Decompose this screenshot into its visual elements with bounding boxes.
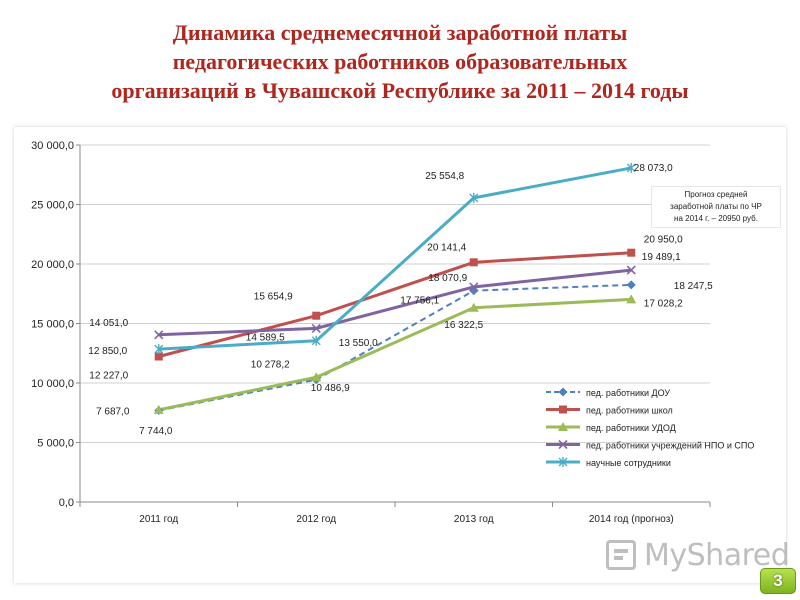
data-point: [559, 405, 567, 414]
forecast-annotation: Прогноз средней заработной платы по ЧР н…: [651, 186, 781, 228]
data-point: [311, 372, 322, 382]
series-line: [158, 283, 632, 412]
data-label: 14 589,5: [246, 332, 285, 343]
page-number: 3: [773, 571, 783, 590]
y-tick-label: 25 000,0: [31, 200, 74, 212]
data-label: 20 141,4: [427, 242, 466, 253]
legend-label: пед. работники УДОД: [586, 423, 676, 433]
data-point: [558, 422, 568, 431]
x-tick-label: 2013 год: [454, 514, 494, 525]
salary-line-chart: 0,0 5 000,0 10 000,0 15 000,0 20 000,0 25 000…: [31, 140, 754, 525]
data-point: [469, 192, 479, 203]
data-label: 18 247,5: [674, 281, 713, 292]
series-line: [158, 268, 632, 337]
data-label: 12 227,0: [89, 370, 128, 381]
series-line: [158, 297, 632, 412]
y-tick-label: 15 000,0: [31, 319, 74, 331]
data-label: 7 744,0: [139, 426, 173, 437]
data-label: 19 489,1: [642, 252, 681, 263]
data-point: [626, 265, 636, 275]
data-point: [153, 404, 164, 414]
y-tick-label: 20 000,0: [31, 259, 74, 271]
y-tick-label: 10 000,0: [31, 378, 74, 390]
data-point: [311, 323, 321, 333]
presentation-icon: [606, 540, 636, 570]
slide-title-line-2: педагогических работников образовательны…: [172, 49, 628, 74]
data-label: 17 756,1: [400, 296, 439, 307]
data-label: 12 850,0: [88, 346, 127, 357]
series-line: [158, 166, 632, 351]
data-label: 20 950,0: [644, 235, 683, 246]
data-point: [626, 162, 636, 173]
data-point: [311, 335, 321, 346]
x-tick-label: 2011 год: [139, 514, 178, 525]
data-point: [154, 330, 164, 340]
x-tick-label: 2012 год: [296, 514, 336, 525]
data-label: 13 550,0: [339, 338, 378, 349]
data-point: [558, 439, 568, 450]
data-label: 14 051,0: [89, 318, 128, 329]
slide-title: Динамика среднемесячной заработной платы…: [20, 18, 780, 105]
data-point: [558, 457, 568, 467]
data-label: 17 028,2: [644, 298, 683, 309]
annotation-line-1: Прогноз средней: [684, 190, 748, 199]
y-tick-label: 30 000,0: [31, 140, 74, 152]
data-point: [558, 387, 568, 397]
data-point: [312, 311, 321, 320]
data-label: 10 486,9: [311, 383, 350, 394]
legend-label: научные сотрудники: [586, 458, 671, 468]
y-tick-label: 0,0: [59, 497, 74, 509]
x-tick-label: 2014 год (прогноз): [589, 514, 674, 525]
watermark-text: MyShared: [644, 537, 790, 573]
data-point: [626, 280, 636, 290]
data-label: 7 687,0: [96, 407, 130, 418]
data-point: [626, 294, 637, 304]
slide-title-line-1: Динамика среднемесячной заработной платы: [172, 20, 628, 45]
annotation-line-3: на 2014 г. – 20950 руб.: [674, 214, 758, 223]
data-point: [154, 344, 164, 355]
data-label: 15 654,9: [254, 292, 293, 303]
data-point: [469, 258, 478, 267]
y-tick-label: 5 000,0: [37, 438, 74, 450]
legend-label: пед. работники учреждений НПО и СПО: [586, 441, 754, 451]
data-label: 16 322,5: [444, 320, 483, 331]
data-point: [469, 286, 479, 296]
data-label: 10 278,2: [251, 360, 290, 371]
watermark: MyShared: [606, 537, 790, 573]
data-label: 18 070,9: [428, 273, 467, 284]
data-label: 28 073,0: [634, 163, 673, 174]
slide-title-line-3: организаций в Чувашской Республике за 20…: [111, 78, 689, 103]
data-point: [469, 282, 479, 292]
data-point: [468, 302, 479, 312]
series-line: [158, 251, 632, 358]
page-number-badge: 3: [760, 568, 796, 594]
data-point: [154, 352, 163, 361]
legend-label: пед. работники ДОУ: [586, 388, 670, 398]
legend-label: пед. работники школ: [586, 406, 673, 416]
annotation-line-2: заработной платы по ЧР: [670, 202, 762, 211]
data-point: [627, 248, 636, 257]
data-label: 25 554,8: [425, 171, 464, 182]
